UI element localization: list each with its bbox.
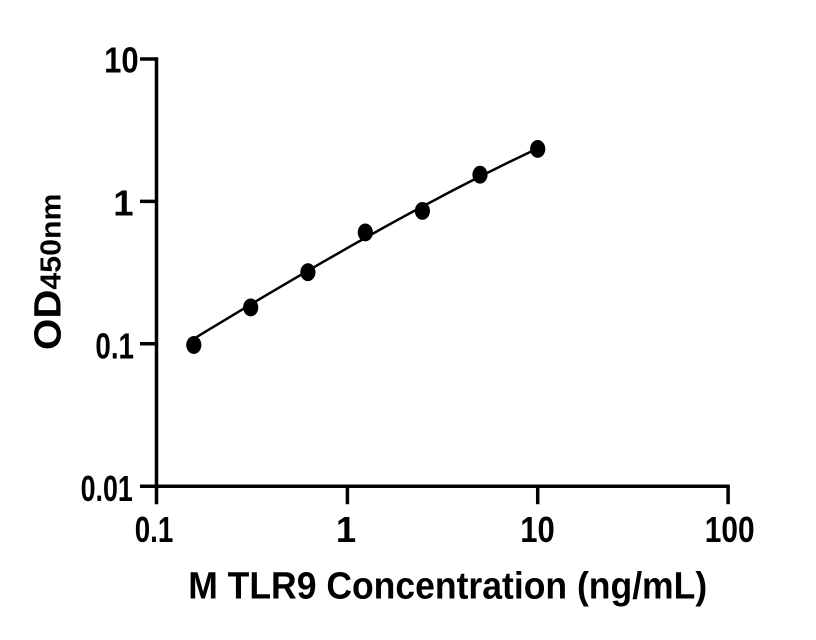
svg-text:0.1: 0.1 — [95, 325, 134, 366]
svg-text:M TLR9 Concentration (ng/mL): M TLR9 Concentration (ng/mL) — [188, 565, 707, 607]
svg-text:OD450nm: OD450nm — [28, 194, 70, 350]
svg-text:0.1: 0.1 — [135, 509, 174, 550]
svg-text:0.01: 0.01 — [81, 468, 133, 509]
svg-text:1: 1 — [113, 182, 133, 223]
svg-text:100: 100 — [705, 509, 755, 550]
svg-text:10: 10 — [520, 509, 555, 550]
svg-text:10: 10 — [104, 39, 139, 80]
svg-text:1: 1 — [336, 509, 356, 550]
